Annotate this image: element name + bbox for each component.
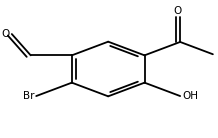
Text: Br: Br	[23, 91, 34, 101]
Text: O: O	[174, 6, 182, 16]
Text: O: O	[1, 29, 9, 39]
Text: OH: OH	[182, 91, 198, 101]
